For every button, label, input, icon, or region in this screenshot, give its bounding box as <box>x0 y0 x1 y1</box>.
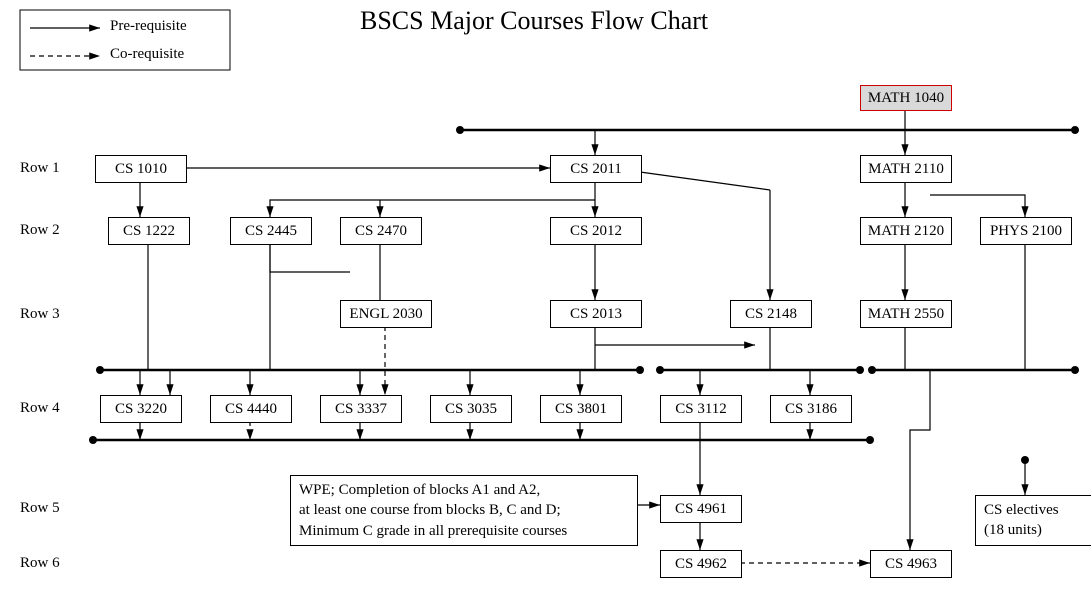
course-node-cs2013: CS 2013 <box>550 300 642 328</box>
course-node-cs3186: CS 3186 <box>770 395 852 423</box>
course-node-phys2100: PHYS 2100 <box>980 217 1072 245</box>
text-line: (18 units) <box>984 520 1084 540</box>
course-node-cs3112: CS 3112 <box>660 395 742 423</box>
text-block-electives: CS electives(18 units) <box>975 495 1091 546</box>
course-node-cs4440: CS 4440 <box>210 395 292 423</box>
course-node-cs4961: CS 4961 <box>660 495 742 523</box>
row-label: Row 3 <box>20 306 60 323</box>
course-node-math1040: MATH 1040 <box>860 85 952 111</box>
course-node-math2120: MATH 2120 <box>860 217 952 245</box>
course-node-cs2012: CS 2012 <box>550 217 642 245</box>
row-label: Row 1 <box>20 160 60 177</box>
row-label: Row 4 <box>20 400 60 417</box>
course-node-cs4962: CS 4962 <box>660 550 742 578</box>
course-node-math2550: MATH 2550 <box>860 300 952 328</box>
course-node-cs2011: CS 2011 <box>550 155 642 183</box>
flowchart-title: BSCS Major Courses Flow Chart <box>360 6 708 36</box>
text-line: Minimum C grade in all prerequisite cour… <box>299 521 629 541</box>
row-label: Row 5 <box>20 500 60 517</box>
row-label: Row 2 <box>20 222 60 239</box>
text-line: at least one course from blocks B, C and… <box>299 500 629 520</box>
course-node-cs3035: CS 3035 <box>430 395 512 423</box>
course-node-cs1222: CS 1222 <box>108 217 190 245</box>
course-node-cs3220: CS 3220 <box>100 395 182 423</box>
course-node-cs2445: CS 2445 <box>230 217 312 245</box>
course-node-math2110: MATH 2110 <box>860 155 952 183</box>
course-node-engl2030: ENGL 2030 <box>340 300 432 328</box>
course-node-cs4963: CS 4963 <box>870 550 952 578</box>
text-block-wpe: WPE; Completion of blocks A1 and A2,at l… <box>290 475 638 546</box>
row-label: Row 6 <box>20 555 60 572</box>
text-line: CS electives <box>984 500 1084 520</box>
course-node-cs3801: CS 3801 <box>540 395 622 423</box>
legend-item: Co-requisite <box>110 46 184 63</box>
course-node-cs3337: CS 3337 <box>320 395 402 423</box>
course-node-cs2148: CS 2148 <box>730 300 812 328</box>
course-node-cs1010: CS 1010 <box>95 155 187 183</box>
course-node-cs2470: CS 2470 <box>340 217 422 245</box>
text-line: WPE; Completion of blocks A1 and A2, <box>299 480 629 500</box>
legend-item: Pre-requisite <box>110 18 187 35</box>
